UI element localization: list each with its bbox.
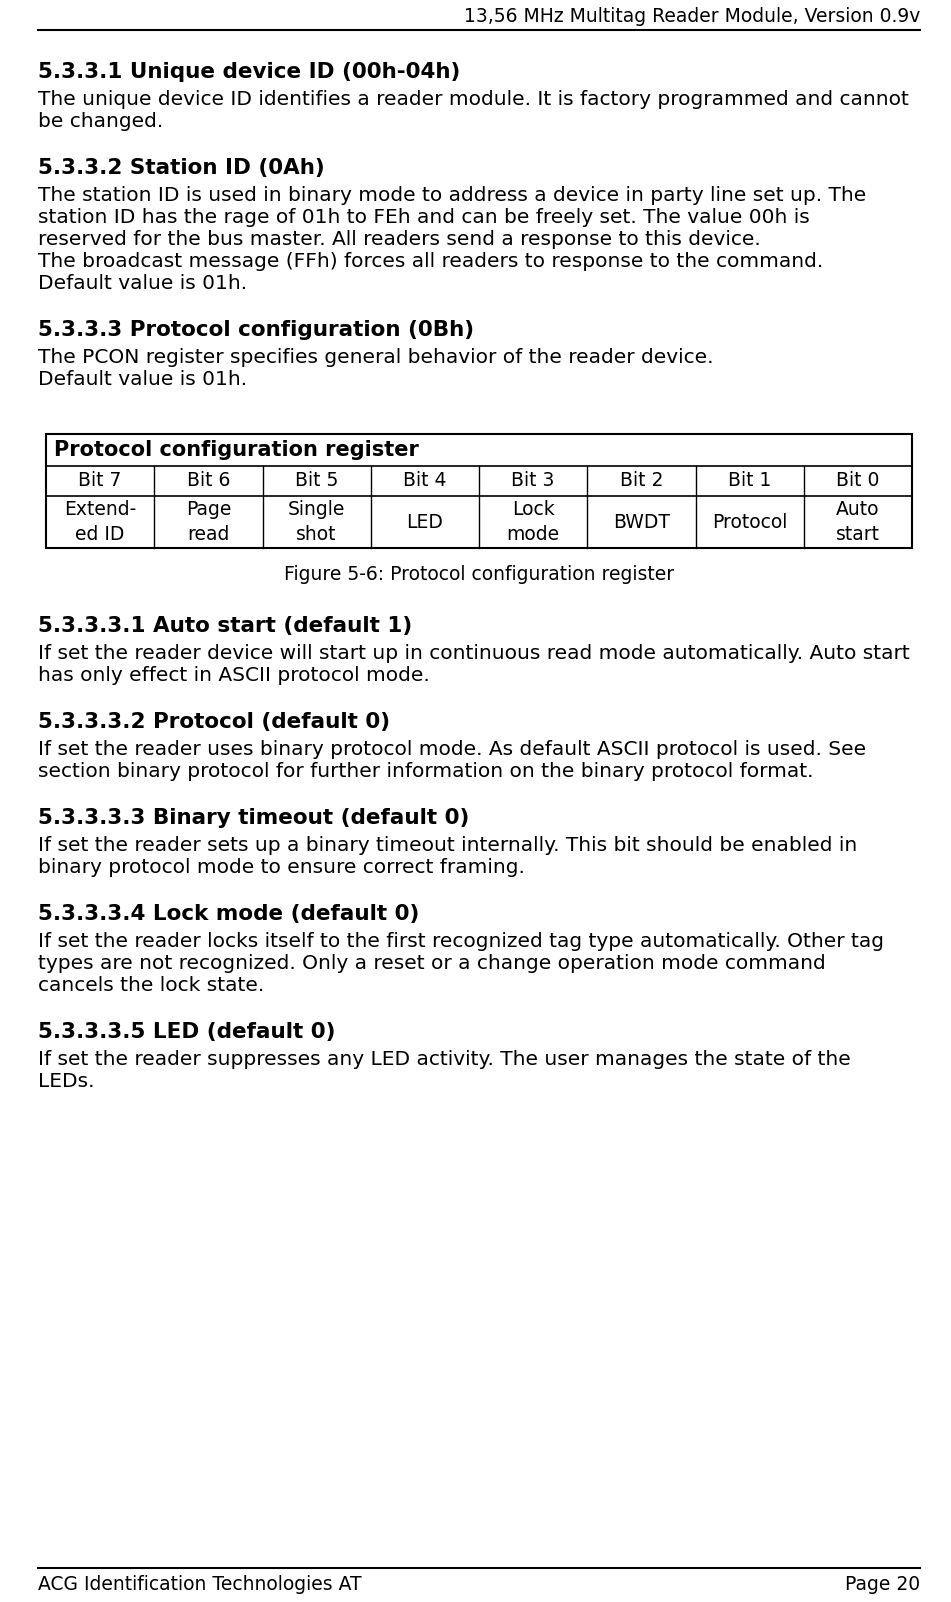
Text: Protocol: Protocol bbox=[712, 513, 787, 532]
Text: Single
shot: Single shot bbox=[288, 500, 345, 545]
Text: Bit 5: Bit 5 bbox=[295, 471, 339, 490]
Text: Page
read: Page read bbox=[185, 500, 231, 545]
Text: Default value is 01h.: Default value is 01h. bbox=[38, 274, 247, 293]
Text: be changed.: be changed. bbox=[38, 112, 164, 131]
Text: Auto
start: Auto start bbox=[836, 500, 880, 545]
Text: If set the reader device will start up in continuous read mode automatically. Au: If set the reader device will start up i… bbox=[38, 644, 910, 663]
Text: LEDs.: LEDs. bbox=[38, 1072, 94, 1091]
Text: cancels the lock state.: cancels the lock state. bbox=[38, 976, 264, 995]
Text: Bit 0: Bit 0 bbox=[836, 471, 880, 490]
Text: ACG Identification Technologies AT: ACG Identification Technologies AT bbox=[38, 1575, 361, 1594]
Text: Bit 3: Bit 3 bbox=[512, 471, 554, 490]
Text: binary protocol mode to ensure correct framing.: binary protocol mode to ensure correct f… bbox=[38, 859, 525, 876]
Text: Bit 6: Bit 6 bbox=[186, 471, 230, 490]
Text: Bit 4: Bit 4 bbox=[403, 471, 447, 490]
Text: 13,56 MHz Multitag Reader Module, Version 0.9v: 13,56 MHz Multitag Reader Module, Versio… bbox=[464, 6, 920, 26]
Text: Page 20: Page 20 bbox=[844, 1575, 920, 1594]
Text: Extend-
ed ID: Extend- ed ID bbox=[64, 500, 136, 545]
Text: types are not recognized. Only a reset or a change operation mode command: types are not recognized. Only a reset o… bbox=[38, 955, 825, 972]
Bar bbox=[46, 434, 912, 548]
Text: has only effect in ASCII protocol mode.: has only effect in ASCII protocol mode. bbox=[38, 666, 430, 686]
Text: Bit 1: Bit 1 bbox=[728, 471, 771, 490]
Text: Default value is 01h.: Default value is 01h. bbox=[38, 370, 247, 389]
Text: 5.3.3.3.2 Protocol (default 0): 5.3.3.3.2 Protocol (default 0) bbox=[38, 711, 390, 732]
Text: BWDT: BWDT bbox=[612, 513, 670, 532]
Text: station ID has the rage of 01h to FEh and can be freely set. The value 00h is: station ID has the rage of 01h to FEh an… bbox=[38, 208, 809, 227]
Text: If set the reader sets up a binary timeout internally. This bit should be enable: If set the reader sets up a binary timeo… bbox=[38, 836, 857, 855]
Text: The broadcast message (FFh) forces all readers to response to the command.: The broadcast message (FFh) forces all r… bbox=[38, 252, 824, 271]
Text: 5.3.3.2 Station ID (0Ah): 5.3.3.2 Station ID (0Ah) bbox=[38, 159, 324, 178]
Text: The station ID is used in binary mode to address a device in party line set up. : The station ID is used in binary mode to… bbox=[38, 186, 866, 205]
Text: 5.3.3.3.1 Auto start (default 1): 5.3.3.3.1 Auto start (default 1) bbox=[38, 617, 412, 636]
Text: Bit 2: Bit 2 bbox=[620, 471, 663, 490]
Text: Lock
mode: Lock mode bbox=[507, 500, 560, 545]
Text: 5.3.3.1 Unique device ID (00h-04h): 5.3.3.1 Unique device ID (00h-04h) bbox=[38, 62, 460, 82]
Text: The PCON register specifies general behavior of the reader device.: The PCON register specifies general beha… bbox=[38, 348, 713, 367]
Text: Bit 7: Bit 7 bbox=[78, 471, 122, 490]
Text: 5.3.3.3.4 Lock mode (default 0): 5.3.3.3.4 Lock mode (default 0) bbox=[38, 904, 419, 924]
Text: If set the reader uses binary protocol mode. As default ASCII protocol is used. : If set the reader uses binary protocol m… bbox=[38, 740, 866, 759]
Text: If set the reader locks itself to the first recognized tag type automatically. O: If set the reader locks itself to the fi… bbox=[38, 932, 884, 952]
Text: The unique device ID identifies a reader module. It is factory programmed and ca: The unique device ID identifies a reader… bbox=[38, 90, 909, 109]
Text: reserved for the bus master. All readers send a response to this device.: reserved for the bus master. All readers… bbox=[38, 231, 761, 248]
Text: 5.3.3.3.5 LED (default 0): 5.3.3.3.5 LED (default 0) bbox=[38, 1022, 336, 1041]
Text: section binary protocol for further information on the binary protocol format.: section binary protocol for further info… bbox=[38, 763, 813, 782]
Text: 5.3.3.3.3 Binary timeout (default 0): 5.3.3.3.3 Binary timeout (default 0) bbox=[38, 807, 470, 828]
Text: Figure 5-6: Protocol configuration register: Figure 5-6: Protocol configuration regis… bbox=[284, 564, 674, 583]
Text: If set the reader suppresses any LED activity. The user manages the state of the: If set the reader suppresses any LED act… bbox=[38, 1049, 851, 1069]
Text: LED: LED bbox=[406, 513, 443, 532]
Text: 5.3.3.3 Protocol configuration (0Bh): 5.3.3.3 Protocol configuration (0Bh) bbox=[38, 320, 475, 340]
Text: Protocol configuration register: Protocol configuration register bbox=[54, 441, 418, 460]
